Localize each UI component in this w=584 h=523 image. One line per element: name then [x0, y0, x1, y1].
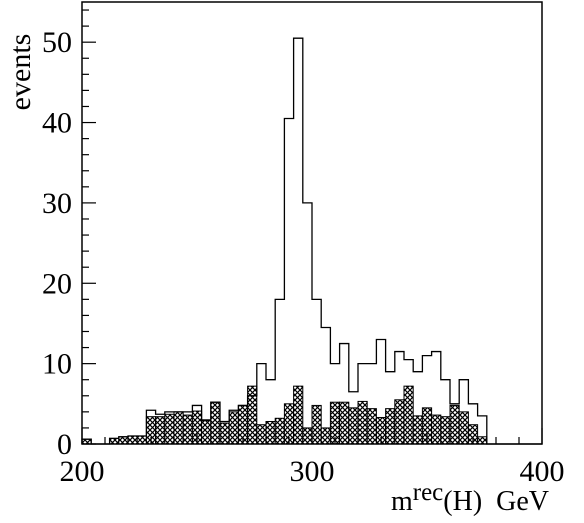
background-bar: [302, 427, 313, 445]
y-tick-label: 0: [57, 428, 72, 461]
background-bar: [311, 404, 322, 445]
background-bar: [339, 401, 350, 445]
background-bar: [118, 436, 129, 445]
y-tick-label: 10: [42, 348, 72, 381]
background-bar: [136, 435, 147, 445]
background-bar: [403, 385, 414, 445]
background-bar: [210, 401, 221, 445]
x-tick-label: 400: [520, 455, 565, 488]
background-bar: [348, 407, 359, 445]
background-bar: [394, 399, 405, 445]
background-bar: [274, 417, 285, 445]
background-bar: [265, 420, 276, 445]
x-axis-label-sup: rec: [413, 479, 444, 506]
background-bar: [155, 416, 166, 445]
background-bar: [458, 411, 469, 445]
background-bar: [201, 420, 212, 445]
x-axis-label-base: m: [391, 486, 413, 517]
y-axis-label: events: [4, 34, 37, 111]
tick-labels: 200 300 400 0 10 20 30 40 50: [42, 26, 565, 488]
y-tick-label: 20: [42, 267, 72, 300]
background-bar: [173, 411, 184, 445]
background-bar: [127, 435, 138, 445]
background-bar: [256, 424, 267, 445]
background-bar: [357, 400, 368, 445]
y-tick-label: 40: [42, 107, 72, 140]
background-bar: [440, 416, 451, 445]
background-hatched-bars: [81, 385, 488, 445]
background-bar: [320, 427, 331, 445]
ticks: [81, 9, 543, 445]
background-bar: [293, 385, 304, 445]
signal-outline-path: [81, 37, 542, 445]
x-axis-label-rest: (H) GeV: [443, 486, 549, 517]
background-bar: [247, 385, 258, 445]
background-bar: [219, 422, 230, 445]
x-tick-label: 300: [290, 455, 335, 488]
background-bar: [385, 408, 396, 445]
background-bar: [109, 437, 120, 445]
background-bar: [431, 414, 442, 445]
x-tick-label: 200: [60, 455, 105, 488]
background-bar: [366, 408, 377, 445]
x-axis-label: mrec(H) GeV: [391, 479, 549, 517]
signal-outline-series: [81, 37, 542, 445]
background-bar: [182, 414, 193, 445]
background-bar: [228, 411, 239, 445]
y-tick-label: 50: [42, 26, 72, 59]
y-tick-label: 30: [42, 187, 72, 220]
background-bar: [164, 413, 175, 445]
background-bar: [412, 415, 423, 445]
background-bar: [449, 404, 460, 445]
background-bar: [477, 436, 488, 445]
